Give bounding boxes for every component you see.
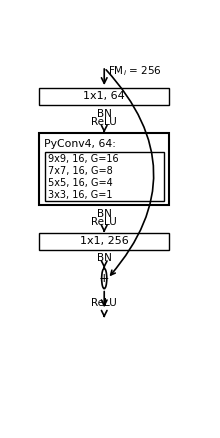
Text: 9x9, 16, G=16: 9x9, 16, G=16 xyxy=(48,154,118,164)
Text: ReLU: ReLU xyxy=(91,217,117,227)
Text: 1x1, 64: 1x1, 64 xyxy=(83,92,125,102)
Text: +: + xyxy=(99,272,110,285)
FancyArrowPatch shape xyxy=(106,70,154,275)
FancyBboxPatch shape xyxy=(39,233,169,250)
Ellipse shape xyxy=(102,268,107,289)
Text: 7x7, 16, G=8: 7x7, 16, G=8 xyxy=(48,166,112,176)
Text: 1x1, 256: 1x1, 256 xyxy=(80,236,129,246)
FancyBboxPatch shape xyxy=(39,133,169,205)
Text: BN: BN xyxy=(97,209,112,219)
Text: BN: BN xyxy=(97,109,112,119)
Text: ReLU: ReLU xyxy=(91,298,117,308)
Text: BN: BN xyxy=(97,253,112,263)
Text: 5x5, 16, G=4: 5x5, 16, G=4 xyxy=(48,178,112,188)
Text: 3x3, 16, G=1: 3x3, 16, G=1 xyxy=(48,191,112,201)
Text: FM$_i$ = 256: FM$_i$ = 256 xyxy=(108,64,161,78)
Text: PyConv4, 64:: PyConv4, 64: xyxy=(44,138,116,148)
FancyBboxPatch shape xyxy=(39,88,169,105)
FancyBboxPatch shape xyxy=(45,152,164,201)
Text: ReLU: ReLU xyxy=(91,117,117,127)
